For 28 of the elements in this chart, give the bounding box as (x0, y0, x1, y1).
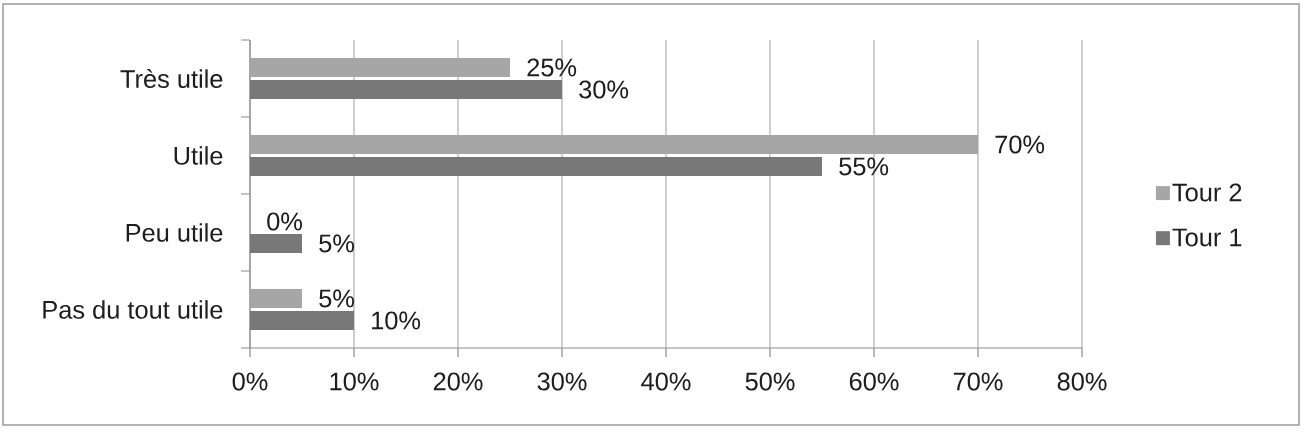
legend-label: Tour 1 (1172, 228, 1242, 247)
bar (250, 157, 823, 176)
x-tick-label: 50% (745, 372, 795, 391)
bar (250, 234, 302, 253)
x-tick-label: 80% (1057, 372, 1107, 391)
data-label: 5% (319, 234, 355, 253)
x-tick-label: 60% (849, 372, 899, 391)
y-tick-label: Très utile (120, 69, 223, 88)
x-tick-label: 10% (330, 372, 379, 391)
data-label: 0% (267, 212, 303, 231)
x-tick-label: 30% (537, 372, 587, 391)
bar (250, 80, 562, 99)
x-tick-label: 0% (232, 372, 268, 391)
data-label: 55% (839, 157, 889, 176)
data-label: 5% (319, 289, 355, 308)
y-tick-label: Pas du tout utile (43, 300, 223, 319)
y-tick-label: Utile (174, 146, 223, 165)
x-tick-label: 20% (433, 372, 483, 391)
bar (250, 311, 354, 330)
data-label: 70% (995, 135, 1045, 154)
data-label: 25% (527, 58, 577, 77)
data-label: 10% (372, 311, 421, 330)
x-tick-label: 40% (641, 372, 691, 391)
bar (250, 289, 302, 308)
x-tick-label: 70% (953, 372, 1003, 391)
data-label: 30% (579, 80, 629, 99)
legend-label: Tour 2 (1172, 183, 1242, 202)
y-tick-label: Peu utile (126, 223, 223, 242)
